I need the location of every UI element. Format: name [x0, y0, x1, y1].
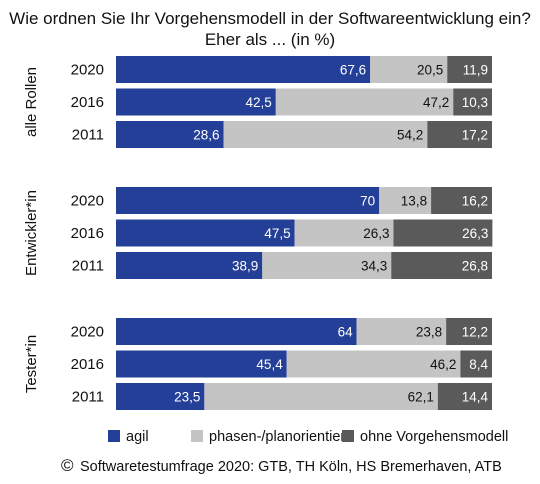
- bar-agil: [116, 252, 263, 279]
- data-label: 11,9: [463, 63, 488, 78]
- data-label: 17,2: [462, 128, 488, 143]
- legend-swatch: [342, 430, 354, 442]
- group-label: Tester*in: [23, 335, 40, 393]
- data-label: 70: [360, 194, 375, 209]
- bar-phasen-planorientiert: [294, 219, 394, 247]
- bar-phasen-planorientiert: [223, 121, 428, 148]
- bar-agil: [116, 318, 357, 345]
- legend-label: ohne Vorgehensmodell: [360, 429, 508, 445]
- data-label: 64: [338, 325, 354, 340]
- year-label: 2020: [71, 62, 104, 79]
- data-label: 23,8: [416, 325, 442, 340]
- bar-group: Tester*in 2020 64 23,8 12,2 2016 45,4 46,2 8,4 20…: [23, 318, 492, 410]
- year-label: 2020: [71, 324, 104, 341]
- data-label: 26,3: [363, 226, 389, 241]
- data-label: 8,4: [469, 357, 488, 372]
- data-label: 20,5: [417, 63, 443, 78]
- data-label: 62,1: [408, 390, 434, 405]
- bar-ohne-vorgehensmodell: [446, 318, 492, 345]
- bar-agil: [116, 121, 224, 148]
- group-label: alle Rollen: [23, 67, 40, 137]
- bars-layer: alle Rollen 2020 67,6 20,5 11,9 2016 42,5 47,2 1…: [23, 56, 493, 410]
- bar-ohne-vorgehensmodell: [431, 187, 492, 214]
- data-label: 46,2: [430, 357, 456, 372]
- bar-agil: [116, 56, 371, 83]
- bar-ohne-vorgehensmodell: [427, 121, 492, 148]
- bar-phasen-planorientiert: [370, 56, 448, 83]
- year-label: 2016: [71, 94, 104, 111]
- bar-ohne-vorgehensmodell: [393, 219, 493, 247]
- data-label: 47,2: [423, 95, 449, 110]
- year-label: 2020: [71, 193, 104, 210]
- data-label: 42,5: [246, 95, 272, 110]
- year-label: 2011: [72, 258, 104, 275]
- year-label: 2016: [71, 225, 104, 242]
- bar-ohne-vorgehensmodell: [460, 350, 492, 378]
- source-text: Softwaretestumfrage 2020: GTB, TH Köln, …: [80, 459, 502, 475]
- data-label: 26,8: [462, 259, 488, 274]
- chart-title-line-2: Eher als ... (in %): [205, 30, 335, 49]
- data-label: 14,4: [462, 390, 489, 405]
- bar-agil: [116, 219, 295, 247]
- data-label: 54,2: [397, 128, 423, 143]
- data-label: 34,3: [361, 259, 387, 274]
- bar-phasen-planorientiert: [204, 383, 438, 410]
- legend-swatch: [108, 430, 120, 442]
- data-label: 47,5: [264, 226, 290, 241]
- bar-agil: [116, 350, 287, 378]
- legend-swatch: [191, 430, 203, 442]
- bar-agil: [116, 88, 276, 116]
- data-label: 23,5: [174, 390, 200, 405]
- year-label: 2011: [72, 127, 104, 144]
- data-label: 67,6: [340, 63, 366, 78]
- bar-ohne-vorgehensmodell: [453, 88, 492, 116]
- bar-group: Entwickler*in 2020 70 13,8 16,2 2016 47,5 26,3 2…: [23, 187, 493, 279]
- bar-agil: [116, 383, 205, 410]
- bar-phasen-planorientiert: [286, 350, 461, 378]
- legend-label: phasen-/planorientiert: [209, 429, 349, 445]
- legend: agil phasen-/planorientiert ohne Vorgehens…: [108, 429, 508, 445]
- year-label: 2011: [72, 389, 104, 406]
- data-label: 13,8: [401, 194, 427, 209]
- bar-phasen-planorientiert: [356, 318, 447, 345]
- data-label: 16,2: [462, 194, 488, 209]
- copyright-symbol: ©: [61, 456, 74, 475]
- year-label: 2016: [71, 356, 104, 373]
- source-note: © Softwaretestumfrage 2020: GTB, TH Köln…: [61, 456, 502, 475]
- data-label: 10,3: [462, 95, 488, 110]
- group-label: Entwickler*in: [23, 190, 40, 276]
- data-label: 38,9: [232, 259, 258, 274]
- data-label: 12,2: [462, 325, 488, 340]
- bar-phasen-planorientiert: [275, 88, 454, 116]
- legend-label: agil: [126, 429, 149, 445]
- bar-group: alle Rollen 2020 67,6 20,5 11,9 2016 42,5 47,2 1…: [23, 56, 492, 148]
- data-label: 26,3: [462, 226, 488, 241]
- bar-ohne-vorgehensmodell: [447, 56, 492, 83]
- bar-phasen-planorientiert: [262, 252, 392, 279]
- data-label: 45,4: [256, 357, 283, 372]
- bar-phasen-planorientiert: [379, 187, 432, 214]
- bar-ohne-vorgehensmodell: [391, 252, 492, 279]
- chart-title-line-1: Wie ordnen Sie Ihr Vorgehensmodell in de…: [9, 9, 531, 28]
- data-label: 28,6: [193, 128, 219, 143]
- bar-agil: [116, 187, 380, 214]
- bar-ohne-vorgehensmodell: [437, 383, 492, 410]
